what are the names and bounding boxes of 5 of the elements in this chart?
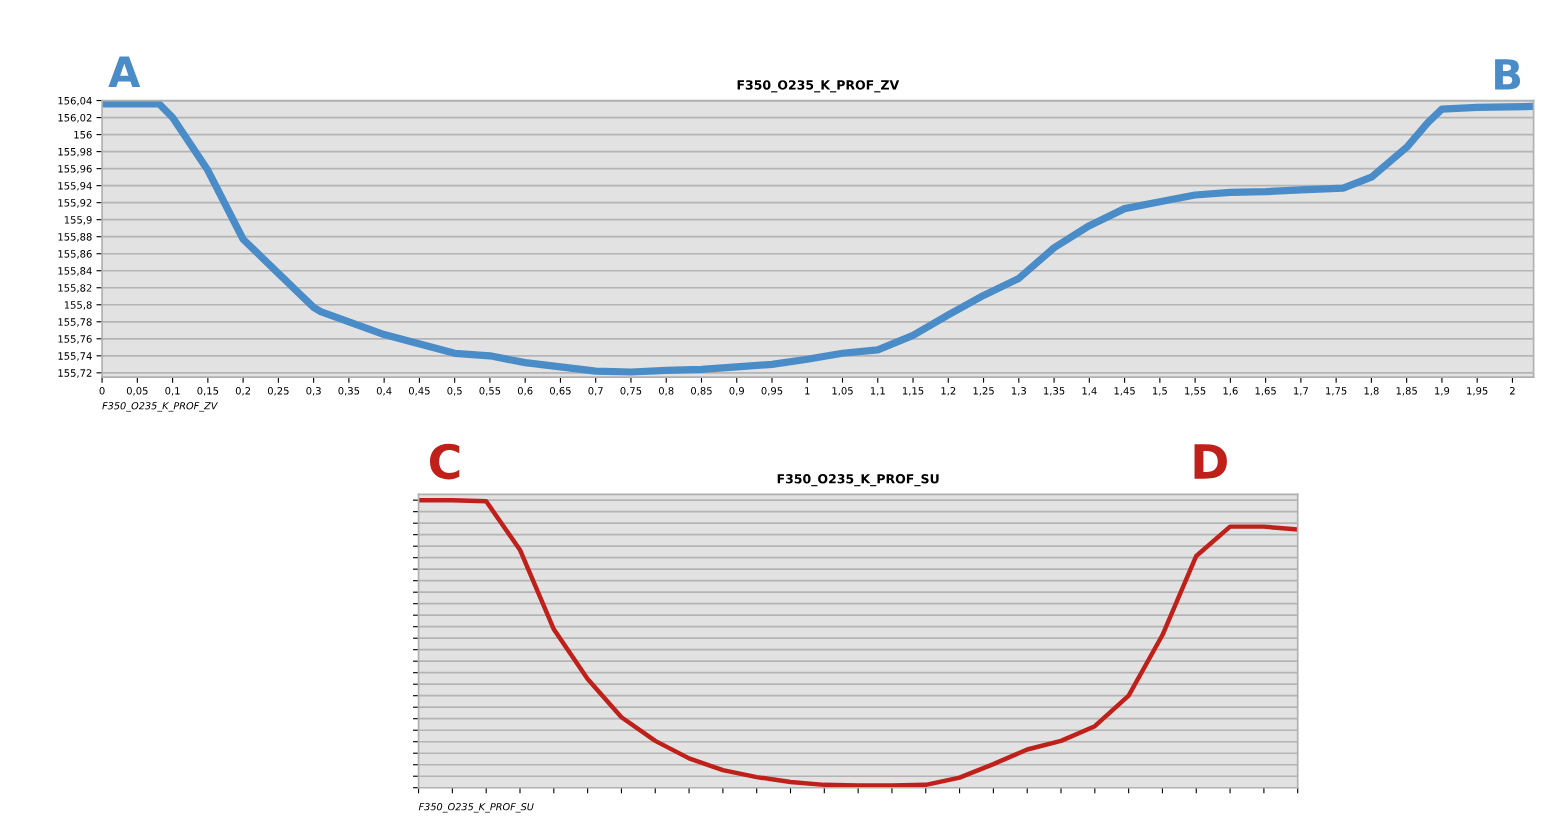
annotation: B — [1495, 59, 1521, 90]
text: D — [1194, 444, 1227, 479]
text: C — [429, 443, 460, 480]
annotation: A — [108, 56, 141, 87]
line-series — [102, 100, 1533, 376]
